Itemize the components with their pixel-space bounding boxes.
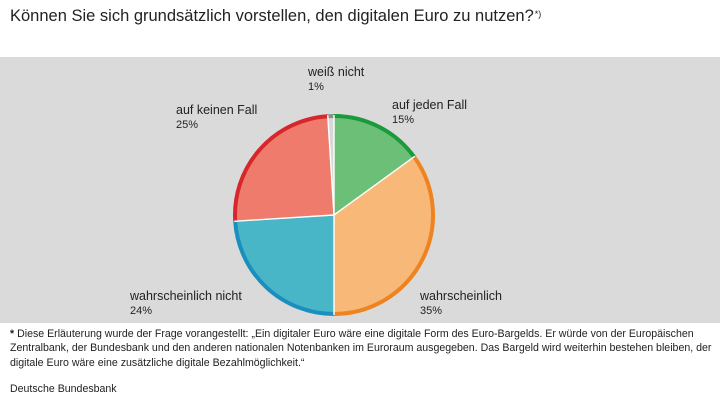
footnote-marker: *: [10, 328, 15, 340]
chart-panel: auf jeden Fall 15% wahrscheinlich 35% wahrsc…: [0, 57, 720, 323]
value-auf-jeden-fall: 15%: [392, 114, 414, 126]
footnote: * Diese Erläuterung wurde der Frage vora…: [10, 327, 715, 370]
label-wahrscheinlich: wahrscheinlich: [419, 289, 502, 303]
pie-rim-wahrscheinlich-nicht: [233, 221, 335, 316]
slice-separator: [333, 155, 416, 216]
slice-separator: [327, 115, 335, 216]
label-weiss-nicht: weiß nicht: [307, 65, 365, 79]
chart-title-text: Können Sie sich grundsätzlich vorstellen…: [10, 7, 534, 25]
label-auf-keinen-fall: auf keinen Fall: [176, 103, 257, 117]
slice-separator: [234, 214, 335, 222]
value-wahrscheinlich: 35%: [420, 305, 442, 317]
title-footnote-marker: *): [534, 9, 542, 19]
footnote-text: Diese Erläuterung wurde der Frage vorang…: [10, 328, 712, 369]
pie-slices: [233, 114, 435, 316]
chart-title: Können Sie sich grundsätzlich vorstellen…: [10, 5, 710, 27]
pie-rim-wahrscheinlich: [333, 155, 435, 316]
pie-chart: auf jeden Fall 15% wahrscheinlich 35% wahrsc…: [129, 65, 502, 317]
label-wahrscheinlich-nicht: wahrscheinlich nicht: [129, 289, 242, 303]
value-weiss-nicht: 1%: [308, 81, 324, 93]
pie-rim-auf-jeden-fall: [333, 114, 416, 158]
pie-slice-wahrscheinlich-nicht: [235, 215, 334, 314]
value-auf-keinen-fall: 25%: [176, 119, 198, 131]
value-wahrscheinlich-nicht: 24%: [130, 305, 152, 317]
pie-labels: auf jeden Fall 15% wahrscheinlich 35% wahrsc…: [129, 65, 502, 317]
label-auf-jeden-fall: auf jeden Fall: [392, 98, 467, 112]
pie-rim-auf-keinen-fall: [233, 114, 328, 222]
source-note: Deutsche Bundesbank: [10, 383, 117, 395]
pie-slice-auf-jeden-fall: [334, 116, 415, 215]
pie-slice-auf-keinen-fall: [235, 116, 334, 222]
pie-slice-wahrscheinlich: [334, 156, 433, 314]
